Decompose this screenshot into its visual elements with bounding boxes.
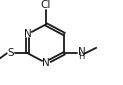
Text: N: N: [24, 29, 32, 39]
Text: H: H: [78, 52, 85, 61]
Text: N: N: [78, 47, 86, 57]
Text: Cl: Cl: [41, 0, 51, 10]
Text: S: S: [7, 48, 14, 58]
Text: N: N: [42, 58, 50, 68]
